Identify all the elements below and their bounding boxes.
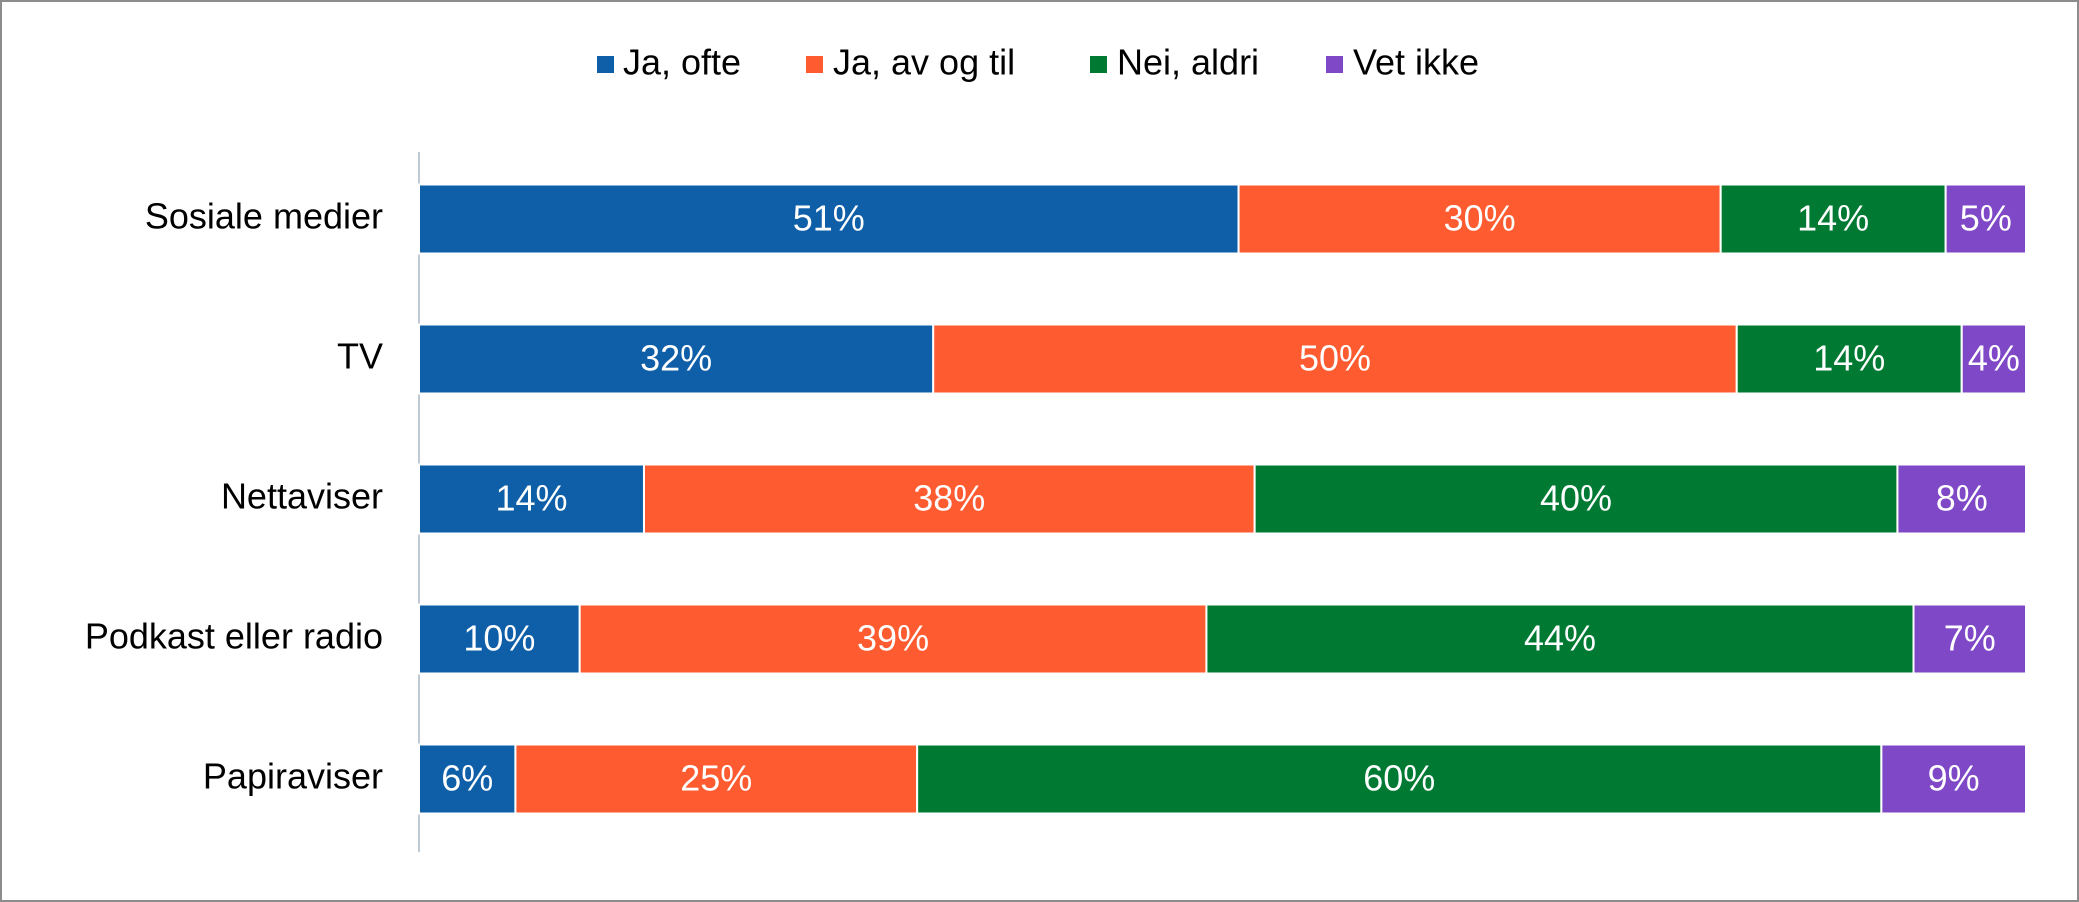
value-label: 8% — [1936, 478, 1988, 519]
bar-segment — [1960, 323, 2027, 395]
category-label: TV — [337, 336, 383, 377]
bar-segment — [418, 463, 645, 535]
legend-label: Nei, aldri — [1117, 42, 1259, 83]
category-label: Nettaviser — [221, 476, 383, 517]
bar-segment — [1237, 183, 1722, 255]
bar-segment — [1253, 463, 1899, 535]
bar-segment — [418, 323, 935, 395]
legend-swatch — [1326, 56, 1343, 73]
bar-segment — [418, 603, 581, 675]
bar-segment — [1896, 463, 2027, 535]
category-label: Papiraviser — [203, 756, 383, 797]
legend-label: Vet ikke — [1353, 42, 1479, 83]
bar-segment — [1205, 603, 1915, 675]
value-label: 30% — [1444, 198, 1516, 239]
value-label: 32% — [640, 338, 712, 379]
legend-label: Ja, ofte — [623, 42, 741, 83]
bar-segment — [1944, 183, 2028, 255]
bar-segment — [418, 183, 1240, 255]
bar-segment — [418, 743, 517, 815]
bar-segment — [514, 743, 919, 815]
category-label: Podkast eller radio — [85, 616, 383, 657]
value-label: 40% — [1540, 478, 1612, 519]
value-label: 14% — [1797, 198, 1869, 239]
value-label: 5% — [1960, 198, 2012, 239]
value-label: 60% — [1363, 758, 1435, 799]
bar-segment — [916, 743, 1883, 815]
bar-segment — [642, 463, 1256, 535]
value-label: 44% — [1524, 618, 1596, 659]
value-label: 4% — [1968, 338, 2020, 379]
legend-label: Ja, av og til — [833, 42, 1015, 83]
value-label: 14% — [495, 478, 567, 519]
value-label: 39% — [857, 618, 929, 659]
value-label: 38% — [913, 478, 985, 519]
bar-segment — [578, 603, 1208, 675]
category-label: Sosiale medier — [145, 196, 383, 237]
legend-swatch — [1090, 56, 1107, 73]
value-label: 6% — [441, 758, 493, 799]
value-label: 7% — [1944, 618, 1996, 659]
value-label: 25% — [680, 758, 752, 799]
value-label: 9% — [1928, 758, 1980, 799]
bar-segment — [1880, 743, 2027, 815]
legend-swatch — [806, 56, 823, 73]
value-label: 14% — [1813, 338, 1885, 379]
value-label: 10% — [463, 618, 535, 659]
bar-segment — [1912, 603, 2028, 675]
value-label: 51% — [793, 198, 865, 239]
value-label: 50% — [1299, 338, 1371, 379]
legend-swatch — [597, 56, 614, 73]
